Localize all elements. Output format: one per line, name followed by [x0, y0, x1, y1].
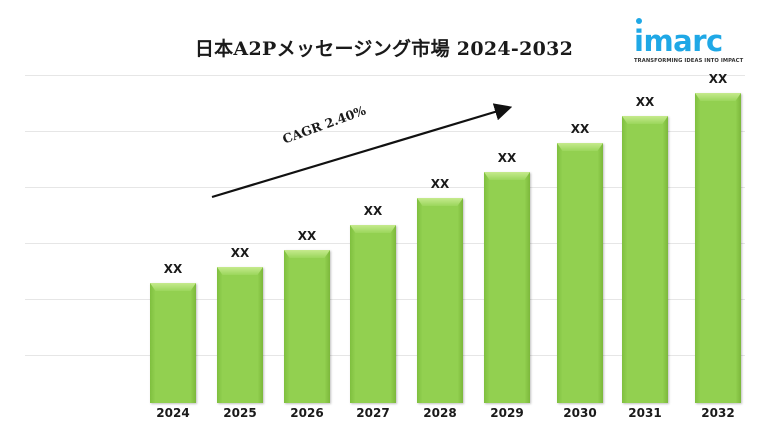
- imarc-logo: imarc TRANSFORMING IDEAS INTO IMPACT: [632, 16, 744, 68]
- data-label: XX: [635, 95, 655, 109]
- data-label: XX: [230, 246, 250, 260]
- x-tick-label: 2031: [628, 406, 662, 420]
- bar-2030: [557, 143, 603, 403]
- x-tick-label: 2024: [156, 406, 190, 420]
- data-label: XX: [297, 229, 317, 243]
- chart-title: 日本A2Pメッセージング市場 2024-2032: [194, 38, 574, 60]
- x-tick-label: 2030: [563, 406, 597, 420]
- x-tick-label: 2029: [490, 406, 524, 420]
- data-label: XX: [497, 151, 517, 165]
- logo-wordmark: imarc: [634, 24, 723, 58]
- data-label: XX: [570, 122, 590, 136]
- data-label: XX: [363, 204, 383, 218]
- bar-2032: [695, 93, 741, 403]
- x-tick-label: 2032: [701, 406, 735, 420]
- gridline: [25, 75, 745, 76]
- bar-2027: [350, 225, 396, 403]
- bar-2028: [417, 198, 463, 403]
- bar-2031: [622, 116, 668, 403]
- plot-area: XX 2024 XX 2025 XX 2026 XX 2027 XX 2028 XX 2029 XX 20…: [25, 0, 745, 432]
- bar-2025: [217, 267, 263, 403]
- x-tick-label: 2028: [423, 406, 457, 420]
- x-tick-label: 2027: [356, 406, 390, 420]
- data-label: XX: [430, 177, 450, 191]
- bar-2029: [484, 172, 530, 403]
- logo-dot-icon: [636, 18, 642, 24]
- bar-2024: [150, 283, 196, 403]
- logo-tagline: TRANSFORMING IDEAS INTO IMPACT: [634, 58, 744, 64]
- x-tick-label: 2026: [290, 406, 324, 420]
- x-tick-label: 2025: [223, 406, 257, 420]
- bar-2026: [284, 250, 330, 403]
- data-label: XX: [163, 262, 183, 276]
- data-label: XX: [708, 72, 728, 86]
